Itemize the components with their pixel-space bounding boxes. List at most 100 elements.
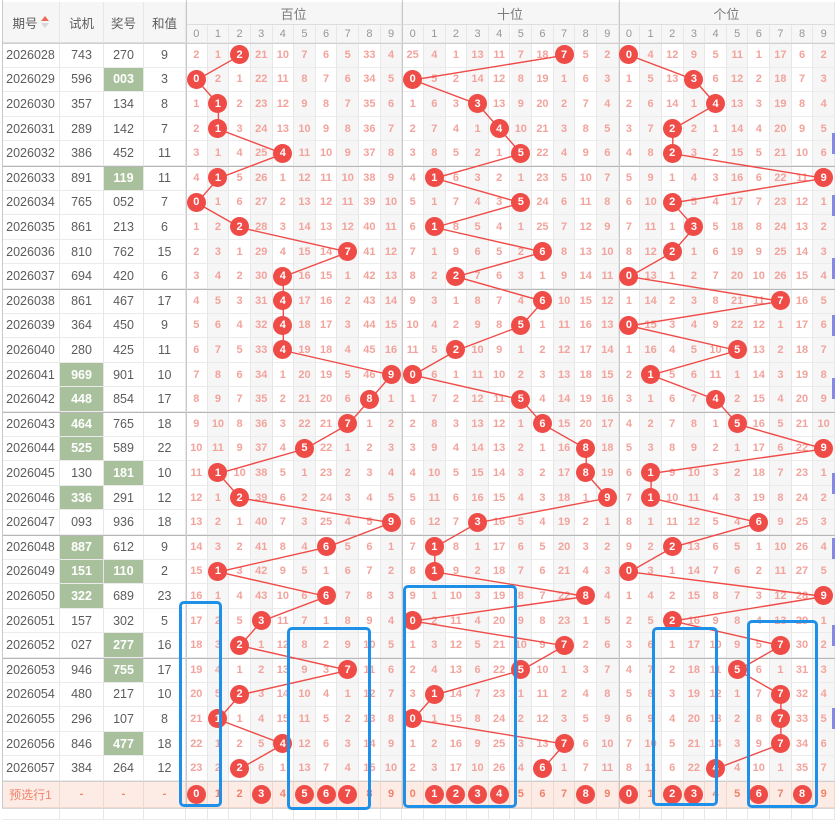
miss-value: 15: [579, 294, 592, 307]
preselect-cell[interactable]: 3: [250, 781, 273, 808]
grid-cell: 6: [618, 190, 641, 216]
preselect-number[interactable]: 5: [734, 788, 741, 800]
digit-header-label: 8: [582, 27, 589, 40]
preselect-circle[interactable]: 4: [489, 784, 509, 804]
preselect-circle[interactable]: 8: [576, 784, 596, 804]
preselect-cell[interactable]: 1: [207, 781, 230, 808]
preselect-cell[interactable]: 5: [726, 781, 749, 808]
preselect-number[interactable]: 5: [517, 788, 524, 800]
preselect-cell[interactable]: 0: [618, 781, 641, 808]
preselect-number[interactable]: 1: [647, 788, 654, 800]
miss-value: 11: [601, 270, 614, 283]
miss-value: 16: [384, 343, 398, 356]
grid-cell: 11: [597, 756, 619, 781]
grid-cell: 19: [553, 510, 576, 535]
preselect-cell[interactable]: 2: [661, 781, 684, 808]
preselect-circle[interactable]: 7: [338, 784, 358, 804]
grid-cell: 1: [207, 166, 230, 191]
shiji-cell: 861: [60, 215, 104, 240]
jianghao-value: 589: [113, 441, 134, 456]
preselect-cell[interactable]: 3: [683, 781, 706, 808]
sort-icon[interactable]: [40, 16, 49, 28]
miss-value: 11: [536, 688, 549, 701]
preselect-cell[interactable]: 9: [380, 781, 403, 808]
miss-value: 7: [517, 565, 524, 578]
miss-value: 4: [712, 491, 719, 504]
miss-value: 5: [409, 196, 416, 209]
digit-header-label: 1: [647, 27, 654, 40]
preselect-number[interactable]: 7: [561, 788, 568, 800]
preselect-circle[interactable]: 8: [792, 784, 812, 804]
preselect-circle[interactable]: 6: [749, 784, 769, 804]
grid-cell: 1: [640, 510, 662, 535]
preselect-cell[interactable]: 2: [229, 781, 251, 808]
highlight-box[interactable]: [402, 585, 517, 808]
preselect-circle[interactable]: 0: [619, 784, 639, 804]
preselect-number[interactable]: 2: [236, 788, 243, 800]
grid-cell: 1: [402, 387, 424, 412]
preselect-number[interactable]: 1: [214, 788, 221, 800]
preselect-circle[interactable]: 2: [662, 784, 682, 804]
preselect-number[interactable]: 6: [539, 788, 546, 800]
preselect-cell[interactable]: 8: [575, 781, 598, 808]
preselect-number[interactable]: 9: [604, 788, 611, 800]
shiji-cell: 891: [60, 166, 104, 191]
miss-value: 2: [236, 97, 243, 110]
preselect-circle[interactable]: 6: [316, 784, 336, 804]
preselect-cell[interactable]: 7: [553, 781, 576, 808]
hezhi-cell: 7: [144, 190, 186, 216]
preselect-cell[interactable]: 0: [186, 781, 208, 808]
grid-cell: 3: [661, 313, 684, 339]
jianghao-value: 291: [113, 490, 134, 505]
preselect-cell[interactable]: 6: [532, 781, 554, 808]
header-period[interactable]: 期号: [2, 2, 60, 43]
grid-cell: 2: [661, 584, 684, 609]
preselect-number[interactable]: 4: [279, 788, 286, 800]
preselect-number[interactable]: 0: [409, 788, 416, 800]
grid-cell: 7: [597, 166, 619, 191]
preselect-number[interactable]: 9: [820, 788, 827, 800]
preselect-circle[interactable]: 0: [186, 784, 206, 804]
preselect-cell[interactable]: 9: [597, 781, 619, 808]
grid-cell: 35: [250, 387, 273, 412]
miss-value: 20: [731, 270, 744, 283]
preselect-circle[interactable]: 3: [251, 784, 271, 804]
digit-header-label: 4: [712, 27, 719, 40]
preselect-circle[interactable]: 5: [294, 784, 314, 804]
hezhi-value: 7: [161, 195, 168, 210]
preselect-cell[interactable]: 4: [272, 781, 295, 808]
highlight-box[interactable]: [178, 601, 222, 807]
period-cell: 2026036: [2, 239, 60, 265]
preselect-circle[interactable]: 1: [424, 784, 444, 804]
preselect-number[interactable]: 9: [387, 788, 395, 800]
grid-cell: 5: [250, 731, 273, 757]
miss-value: 6: [734, 565, 741, 578]
preselect-cell[interactable]: 1: [640, 781, 662, 808]
grid-cell: 2: [229, 682, 251, 708]
miss-value: 3: [777, 368, 784, 381]
preselect-number[interactable]: 7: [777, 788, 784, 800]
grid-cell: 7: [402, 535, 424, 560]
preselect-circle[interactable]: 3: [684, 784, 704, 804]
drawn-circle: 2: [662, 143, 682, 163]
miss-value: 2: [452, 393, 459, 406]
grid-cell: 11: [575, 190, 598, 216]
miss-value: 22: [255, 73, 268, 86]
grid-cell: 7: [726, 584, 749, 609]
miss-value: 10: [666, 491, 679, 504]
highlight-box[interactable]: [286, 627, 371, 810]
miss-value: 7: [301, 48, 308, 61]
preselect-circle[interactable]: 2: [446, 784, 466, 804]
highlight-box[interactable]: [746, 620, 818, 808]
miss-value: 3: [539, 368, 546, 381]
preselect-cell[interactable]: 9: [813, 781, 835, 808]
preselect-cell[interactable]: 5: [510, 781, 533, 808]
grid-cell: 10: [791, 141, 814, 166]
highlight-box[interactable]: [651, 627, 718, 806]
preselect-circle[interactable]: 3: [468, 784, 488, 804]
miss-value: 2: [755, 565, 762, 578]
grid-cell: 2: [748, 67, 771, 93]
grid-cell: 7: [380, 682, 403, 708]
miss-value: 2: [236, 540, 243, 553]
miss-value: 8: [452, 540, 459, 553]
